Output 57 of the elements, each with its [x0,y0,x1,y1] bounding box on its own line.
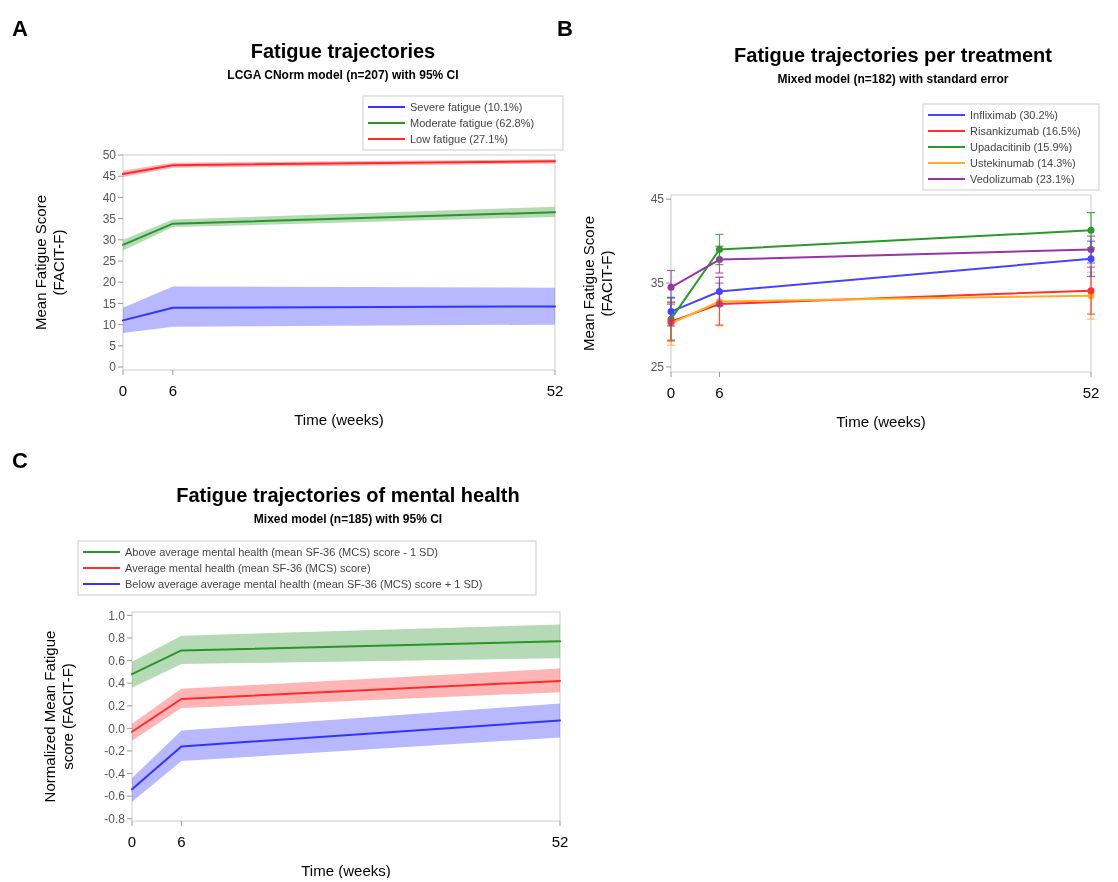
y-tick-label: 30 [102,233,117,248]
x-tick-label: 52 [551,833,569,850]
legend-label: Upadacitinib (15.9%) [970,140,1073,153]
chart-title: Fatigue trajectories of mental health [176,484,520,506]
y-tick-label: 15 [102,296,117,311]
legend-label: Infliximab (30.2%) [970,108,1059,121]
y-tick-label: 0.6 [108,653,126,668]
y-tick-label: 1.0 [108,608,126,623]
y-tick-label: 25 [102,254,117,269]
y-tick-label: 25 [650,360,665,375]
legend-label: Vedolizumab (23.1%) [970,172,1075,185]
y-tick-label: 0.8 [108,631,126,646]
text: B [557,16,573,41]
y-tick-label: 45 [650,192,665,207]
y-axis-title: Mean Fatigue Score (FACIT-F) [32,194,67,331]
text: C [12,448,28,473]
y-tick-label: -0.6 [104,789,126,804]
text: A [12,16,28,41]
x-tick-label: 0 [666,384,676,401]
y-tick-label: 0.4 [108,676,126,691]
legend-label: Severe fatigue (10.1%) [410,100,523,113]
chart-subtitle: Mixed model (n=182) with standard error [777,72,1009,86]
y-tick-label: 40 [102,190,117,205]
legend-label: Low fatigue (27.1%) [410,132,508,145]
chart-subtitle: Mixed model (n=185) with 95% CI [253,512,443,526]
x-tick-label: 52 [546,382,564,399]
y-tick-label: 35 [650,276,665,291]
y-tick-label: -0.8 [104,811,126,826]
y-tick-label: 0.2 [108,698,126,713]
y-tick-label: 20 [102,275,117,290]
legend-label: Average mental health (mean SF-36 (MCS) score) [125,561,371,574]
y-tick-label: -0.2 [104,744,126,759]
x-axis-title: Time (weeks) [836,413,926,430]
y-tick-label: 0.0 [108,721,126,736]
y-tick-label: -0.4 [104,766,126,781]
x-tick-label: 6 [715,384,724,401]
y-tick-label: 35 [102,211,117,226]
chart-subtitle: LCGA CNorm model (n=207) with 95% CI [227,68,459,82]
y-tick-label: 10 [102,317,117,332]
legend-label: Risankizumab (16.5%) [970,124,1081,137]
y-tick-label: 50 [102,148,117,163]
x-tick-label: 6 [168,382,178,399]
y-tick-label: 0 [109,360,117,375]
legend-label: Ustekinumab (14.3%) [970,156,1076,169]
y-axis-title: Mean Fatigue Score (FACIT-F) [580,215,615,352]
x-tick-label: 6 [177,833,186,850]
legend-label: Moderate fatigue (62.8%) [410,116,535,129]
chart-title: Fatigue trajectories per treatment [734,44,1053,66]
legend-label: Below average average mental health (mean SF-36 (MCS) score + 1 SD) [125,577,483,590]
y-tick-label: 5 [109,339,117,354]
y-axis-title: Normalized Mean Fatigue score (FACIT-F) [41,630,76,803]
x-axis-title: Time (weeks) [294,411,384,428]
x-tick-label: 0 [127,833,137,850]
y-tick-label: 45 [102,169,117,184]
chart-title: Fatigue trajectories [250,40,436,62]
x-tick-label: 52 [1082,384,1100,401]
legend-label: Above average mental health (mean SF-36 (MCS) score - 1 SD) [125,545,439,558]
